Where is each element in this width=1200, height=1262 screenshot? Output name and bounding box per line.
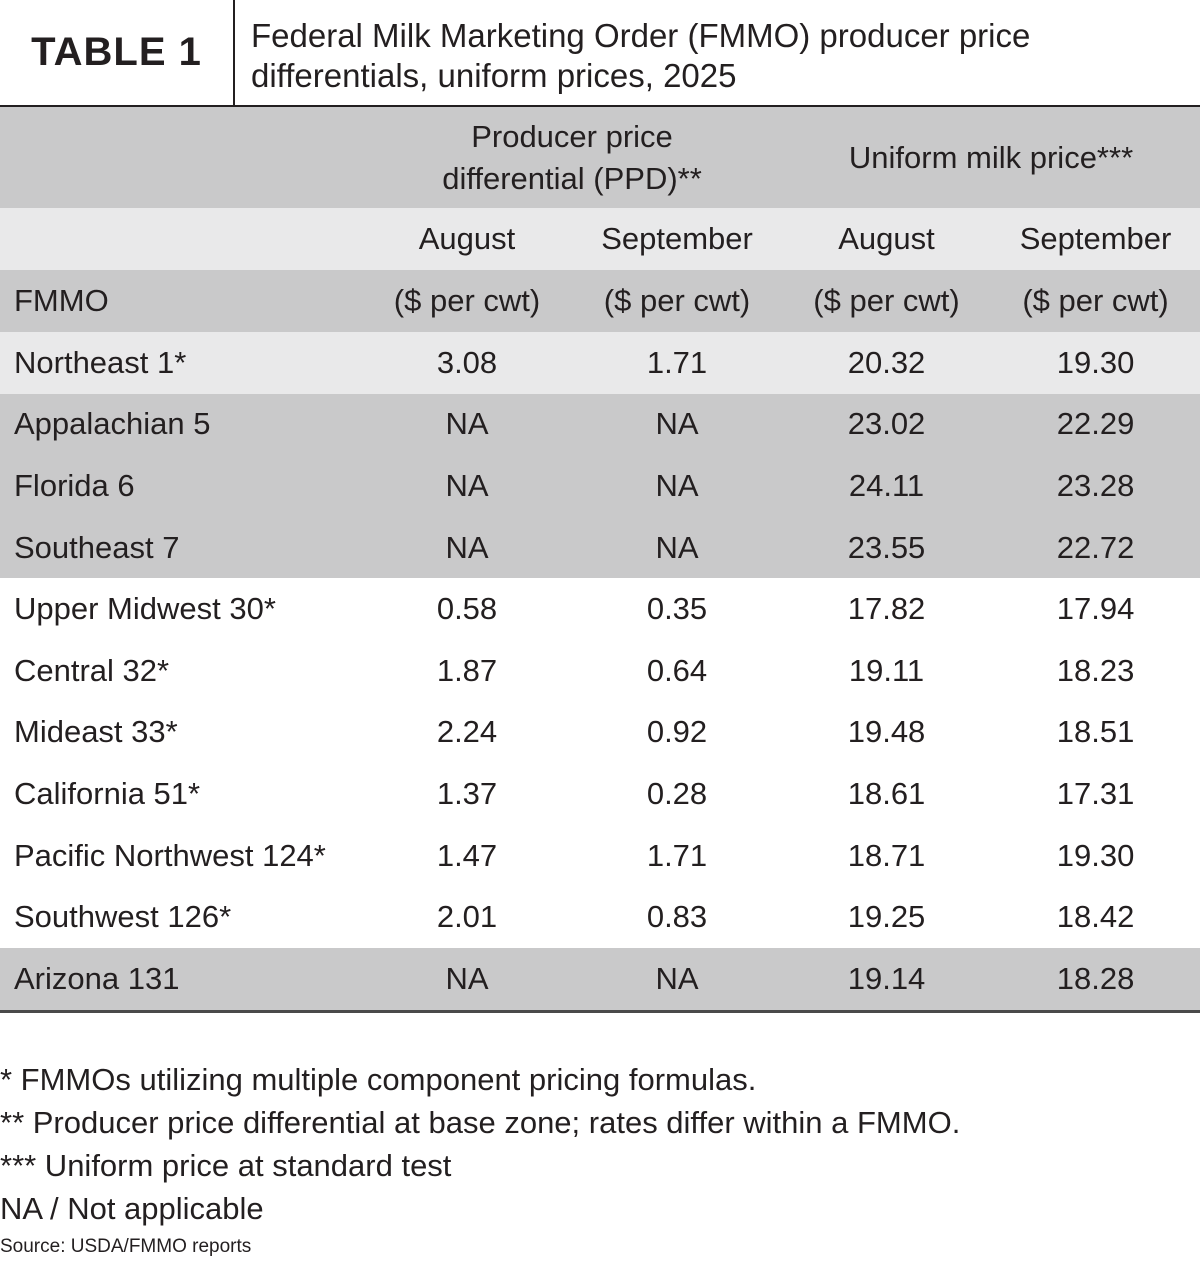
price-table: Producer price differential (PPD)** Unif… bbox=[0, 107, 1200, 1013]
ppd-group-header-line-1: Producer price bbox=[471, 118, 673, 154]
unit-header-cell: ($ per cwt) bbox=[782, 270, 992, 332]
table-row: Florida 6 NA NA 24.11 23.28 bbox=[0, 455, 1200, 517]
table-row: Upper Midwest 30* 0.58 0.35 17.82 17.94 bbox=[0, 578, 1200, 640]
table-title-line-2: differentials, uniform prices, 2025 bbox=[251, 57, 737, 94]
uniform-august-cell: 23.02 bbox=[782, 393, 992, 456]
footnote-na: NA / Not applicable bbox=[0, 1191, 264, 1226]
uniform-september-cell: 19.30 bbox=[991, 332, 1200, 394]
fmmo-name-cell: Upper Midwest 30* bbox=[14, 591, 276, 627]
table-row: Pacific Northwest 124* 1.47 1.71 18.71 19.30 bbox=[0, 825, 1200, 887]
ppd-september-cell: 0.92 bbox=[646, 714, 708, 750]
footnote-uniform: *** Uniform price at standard test bbox=[0, 1148, 452, 1183]
ppd-august-cell: 1.87 bbox=[436, 652, 498, 688]
uniform-september-cell: 18.51 bbox=[1056, 714, 1135, 750]
fmmo-name-cell: Southeast 7 bbox=[0, 516, 362, 579]
table-row: Southwest 126* 2.01 0.83 19.25 18.42 bbox=[0, 886, 1200, 948]
uniform-august-cell: 19.11 bbox=[848, 652, 925, 688]
ppd-august-cell: 1.37 bbox=[436, 775, 498, 811]
table-row: Southeast 7 NA NA 23.55 22.72 bbox=[0, 516, 1200, 579]
ppd-august-cell: NA bbox=[362, 393, 572, 456]
ppd-september-cell: 0.83 bbox=[646, 899, 708, 935]
ppd-group-header: Producer price differential (PPD)** bbox=[362, 107, 783, 208]
unit-header-cell: ($ per cwt) bbox=[991, 270, 1200, 332]
month-header-ppd-aug: August bbox=[362, 208, 572, 270]
uniform-august-cell: 24.11 bbox=[782, 455, 992, 517]
empty-header-cell bbox=[0, 208, 362, 270]
fmmo-name-cell: Pacific Northwest 124* bbox=[14, 837, 326, 873]
table-title: Federal Milk Marketing Order (FMMO) prod… bbox=[235, 0, 1200, 105]
fmmo-name-cell: Northeast 1* bbox=[0, 332, 362, 394]
ppd-september-cell: NA bbox=[572, 947, 783, 1013]
table-row: Arizona 131 NA NA 19.14 18.28 bbox=[0, 947, 1200, 1013]
ppd-august-cell: 1.47 bbox=[436, 837, 498, 873]
ppd-august-cell: NA bbox=[362, 455, 572, 517]
uniform-august-cell: 20.32 bbox=[782, 332, 992, 394]
ppd-august-cell: 0.58 bbox=[436, 591, 498, 627]
uniform-september-cell: 17.31 bbox=[1056, 775, 1135, 811]
uniform-august-cell: 23.55 bbox=[782, 516, 992, 579]
group-header-row: Producer price differential (PPD)** Unif… bbox=[0, 107, 1200, 208]
fmmo-name-cell: Appalachian 5 bbox=[0, 393, 362, 456]
uniform-september-cell: 18.28 bbox=[991, 947, 1200, 1013]
uniform-september-cell: 18.23 bbox=[1056, 652, 1135, 688]
uniform-september-cell: 23.28 bbox=[991, 455, 1200, 517]
ppd-august-cell: NA bbox=[362, 516, 572, 579]
uniform-august-cell: 19.48 bbox=[847, 714, 926, 750]
ppd-september-cell: NA bbox=[572, 516, 783, 579]
uniform-august-cell: 19.25 bbox=[847, 899, 926, 935]
ppd-september-cell: 1.71 bbox=[572, 332, 783, 394]
ppd-group-header-line-2: differential (PPD)** bbox=[442, 160, 702, 196]
ppd-september-cell: NA bbox=[572, 393, 783, 456]
footnote-ppd: ** Producer price differential at base z… bbox=[0, 1105, 961, 1140]
empty-header-cell bbox=[0, 107, 362, 208]
source-note: Source: USDA/FMMO reports bbox=[0, 1236, 252, 1257]
uniform-august-cell: 18.61 bbox=[847, 775, 926, 811]
uniform-september-cell: 19.30 bbox=[1056, 837, 1135, 873]
ppd-september-cell: 0.64 bbox=[646, 652, 708, 688]
table-row: Central 32* 1.87 0.64 19.11 18.23 bbox=[0, 640, 1200, 702]
footnotes: * FMMOs utilizing multiple component pri… bbox=[0, 1058, 1200, 1262]
unit-header-row: FMMO ($ per cwt) ($ per cwt) ($ per cwt)… bbox=[0, 270, 1200, 332]
ppd-august-cell: 2.24 bbox=[436, 714, 498, 750]
uniform-august-cell: 19.14 bbox=[782, 947, 992, 1013]
ppd-september-cell: 0.35 bbox=[646, 591, 708, 627]
table-body: Northeast 1* 3.08 1.71 20.32 19.30 Appalachia… bbox=[0, 332, 1200, 1013]
uniform-august-cell: 17.82 bbox=[847, 591, 926, 627]
ppd-september-cell: 1.71 bbox=[646, 837, 708, 873]
month-header-uni-sep: September bbox=[991, 208, 1200, 270]
uniform-september-cell: 18.42 bbox=[1056, 899, 1135, 935]
ppd-september-cell: 0.28 bbox=[646, 775, 708, 811]
table-row: California 51* 1.37 0.28 18.61 17.31 bbox=[0, 763, 1200, 825]
month-header-uni-aug: August bbox=[782, 208, 992, 270]
table-header: TABLE 1 Federal Milk Marketing Order (FM… bbox=[0, 0, 1200, 107]
table-title-line-1: Federal Milk Marketing Order (FMMO) prod… bbox=[251, 17, 1031, 54]
ppd-august-cell: 3.08 bbox=[362, 332, 572, 394]
uniform-august-cell: 18.71 bbox=[847, 837, 926, 873]
fmmo-name-cell: Southwest 126* bbox=[14, 899, 232, 935]
month-header-ppd-sep: September bbox=[572, 208, 783, 270]
uniform-september-cell: 22.72 bbox=[991, 516, 1200, 579]
fmmo-name-cell: Mideast 33* bbox=[14, 714, 178, 750]
fmmo-name-cell: Arizona 131 bbox=[0, 947, 362, 1013]
month-header-row: August September August September bbox=[0, 208, 1200, 270]
unit-header-cell: ($ per cwt) bbox=[362, 270, 572, 332]
table-row: Mideast 33* 2.24 0.92 19.48 18.51 bbox=[0, 702, 1200, 764]
fmmo-column-header: FMMO bbox=[0, 270, 362, 332]
table-label: TABLE 1 bbox=[0, 0, 235, 105]
fmmo-name-cell: California 51* bbox=[14, 775, 201, 811]
uniform-group-header: Uniform milk price*** bbox=[782, 107, 1200, 208]
fmmo-name-cell: Central 32* bbox=[14, 652, 170, 688]
ppd-august-cell: NA bbox=[362, 947, 572, 1013]
fmmo-name-cell: Florida 6 bbox=[0, 455, 362, 517]
ppd-august-cell: 2.01 bbox=[436, 899, 498, 935]
ppd-september-cell: NA bbox=[572, 455, 783, 517]
uniform-september-cell: 22.29 bbox=[991, 393, 1200, 456]
unit-header-cell: ($ per cwt) bbox=[572, 270, 783, 332]
table-row: Northeast 1* 3.08 1.71 20.32 19.30 bbox=[0, 332, 1200, 394]
table-row: Appalachian 5 NA NA 23.02 22.29 bbox=[0, 393, 1200, 456]
uniform-september-cell: 17.94 bbox=[1056, 591, 1135, 627]
footnote-multiple-component: * FMMOs utilizing multiple component pri… bbox=[0, 1062, 757, 1097]
